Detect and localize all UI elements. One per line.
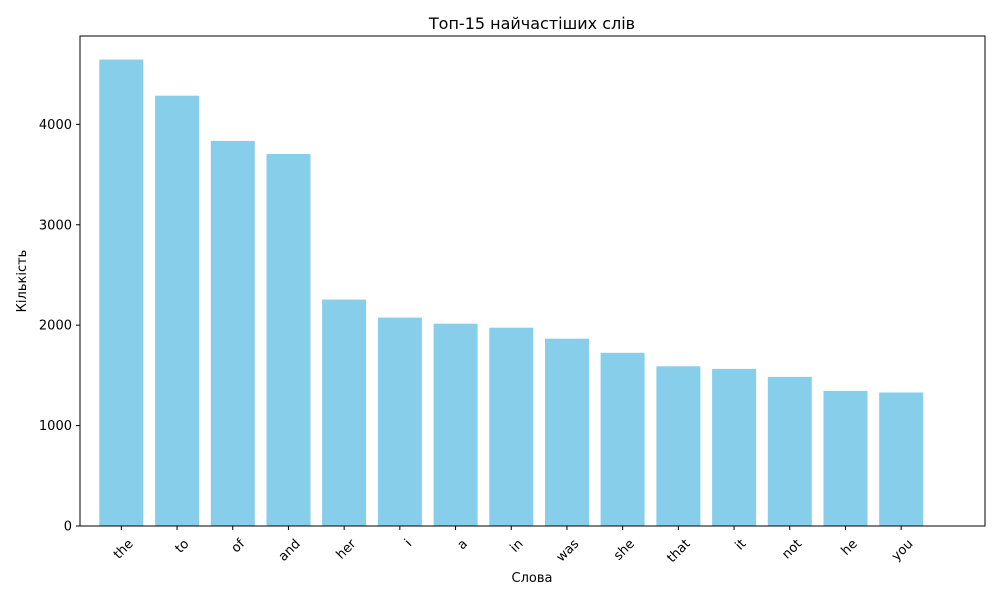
bar-that [656, 366, 701, 526]
bars-group [99, 59, 924, 526]
bar-it [712, 368, 757, 526]
x-tick-label: it [733, 537, 750, 554]
x-tick-label: a [455, 537, 471, 553]
bar-to [155, 95, 200, 526]
chart-title: Топ-15 найчастіших слів [428, 14, 635, 33]
bar-you [879, 392, 924, 526]
plot-frame [79, 35, 986, 527]
x-tick-label: not [779, 537, 805, 563]
bar-she [600, 352, 645, 526]
bar-in [489, 327, 534, 526]
bar-her [322, 299, 367, 526]
y-axis-title: Кількість [15, 250, 30, 313]
x-tick-label: the [111, 537, 137, 563]
x-tick-label: to [172, 537, 192, 557]
bar-was [545, 338, 589, 526]
y-tick-label: 4000 [39, 118, 72, 133]
x-tick-label: you [889, 537, 916, 564]
y-tick-label: 0 [64, 520, 72, 535]
x-tick-label: was [554, 536, 583, 565]
x-tick-label: she [611, 537, 638, 564]
x-tick-label: her [334, 536, 360, 562]
bar-he [823, 390, 868, 526]
x-tick-label: in [508, 537, 527, 556]
y-tick-label: 3000 [39, 218, 72, 233]
y-tick-label: 2000 [39, 319, 72, 334]
x-tick-label: and [276, 537, 304, 565]
y-tick-label: 1000 [39, 419, 72, 434]
y-axis: 0 1000 2000 3000 4000 [39, 118, 80, 535]
x-tick-label: of [229, 536, 249, 556]
x-tick-label: i [402, 537, 415, 550]
bar-and [266, 154, 311, 526]
x-tick-label: he [839, 537, 861, 559]
bar-not [767, 376, 812, 526]
x-tick-label: that [664, 537, 693, 566]
x-axis-title: Слова [512, 571, 553, 586]
x-axis: the to of and her i a in was she that it not he you [111, 526, 916, 566]
bar-the [99, 59, 144, 526]
bar-i [377, 317, 422, 526]
bar-of [210, 140, 255, 526]
bar-a [433, 323, 478, 526]
